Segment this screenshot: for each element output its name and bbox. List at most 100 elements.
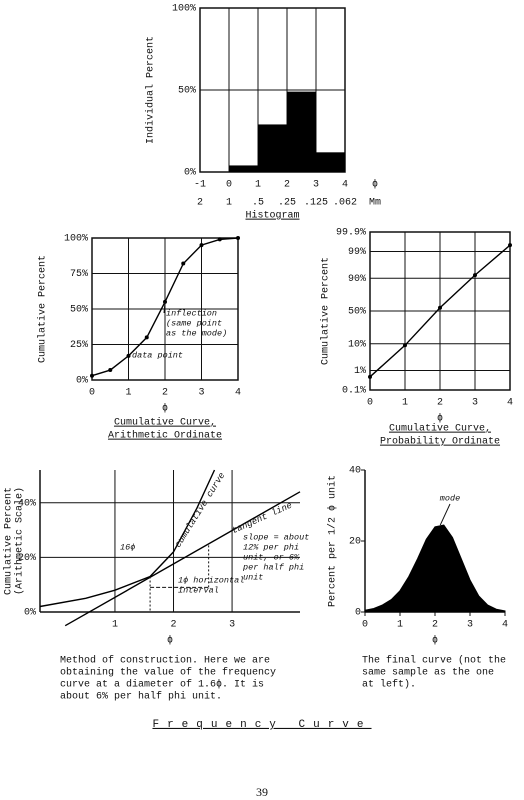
annotation-arrow (163, 301, 166, 314)
annotation: 1ϕ horizontal (178, 575, 244, 585)
x-tick-label: 2 (284, 180, 290, 191)
x-axis-label: ϕ (437, 413, 443, 425)
y-tick-label: 75% (70, 269, 88, 280)
x-axis-label: ϕ (167, 635, 173, 647)
x-tick-label: 4 (507, 398, 513, 409)
y-tick-label: 0% (24, 608, 36, 619)
page-number: 39 (256, 785, 268, 799)
bar (316, 152, 345, 172)
x-tick-label: 3 (472, 398, 478, 409)
annotation: interval (178, 585, 219, 595)
data-point (473, 273, 477, 278)
annotation: per half phi (242, 562, 304, 572)
annotation-arrow (128, 354, 131, 357)
x-tick-label: 1 (125, 388, 131, 399)
chart-title: Histogram (245, 210, 299, 222)
x-tick-label: 2 (432, 620, 438, 631)
y-tick-label: 0 (355, 608, 361, 619)
mm-tick-label: 1 (226, 198, 232, 209)
y-tick-label: 10% (348, 339, 366, 350)
data-point (368, 374, 372, 379)
x-tick-label: 3 (229, 620, 235, 631)
chart-title: Arithmetic Ordinate (108, 430, 222, 442)
data-point (199, 243, 204, 248)
annotation: mode (440, 493, 460, 503)
y-tick-label: 90% (348, 274, 366, 285)
annotation: (same point (166, 318, 222, 328)
x2-axis-label: Mm (369, 198, 381, 209)
data-point (181, 261, 186, 266)
y-tick-label: 0% (184, 168, 196, 179)
x-tick-label: 2 (171, 620, 177, 631)
annotation: unit, or 6% (243, 552, 300, 562)
y-axis-label: (Arithmetic Scale) (14, 487, 26, 595)
x-axis-label: ϕ (162, 403, 168, 415)
mm-tick-label: .5 (252, 198, 264, 209)
y-tick-label: 100% (64, 234, 88, 245)
data-point (508, 243, 512, 248)
section-title: Frequency Curve (152, 719, 371, 731)
data-point (236, 236, 240, 240)
mm-tick-label: .25 (278, 198, 296, 209)
y-tick-label: 50% (70, 305, 88, 316)
x-tick-label: 0 (362, 620, 368, 631)
x-tick-label: 3 (467, 620, 473, 631)
caption: at left). (362, 679, 416, 691)
x-tick-label: 1 (255, 180, 261, 191)
annotation: data point (132, 350, 183, 360)
caption: obtaining the value of the frequency (60, 667, 276, 679)
chart-title: Cumulative Curve, (114, 417, 216, 429)
x-axis-label: ϕ (372, 179, 378, 191)
x-tick-label: -1 (194, 180, 206, 191)
data-point (217, 237, 222, 242)
y-tick-label: 50% (178, 86, 196, 97)
y-tick-label: 0% (76, 376, 88, 387)
series-line (64, 491, 301, 627)
caption: same sample as the one (362, 667, 494, 679)
y-axis-label: Individual Percent (145, 36, 157, 144)
x-tick-label: 0 (89, 388, 95, 399)
x-tick-label: 4 (342, 180, 348, 191)
y-axis-label: Cumulative Percent (320, 257, 332, 365)
mm-tick-label: .062 (333, 198, 357, 209)
annotation: 12% per phi (243, 542, 299, 552)
x-tick-label: 1 (402, 398, 408, 409)
y-tick-label: 1% (354, 366, 366, 377)
caption: about 6% per half phi unit. (60, 691, 222, 703)
series-label: tangent line (231, 501, 294, 536)
annotation: unit (243, 572, 263, 582)
mm-tick-label: .125 (304, 198, 328, 209)
caption: curve at a diameter of 1.6ϕ. It is (60, 679, 264, 691)
x-tick-label: 4 (502, 620, 508, 631)
annotation: as the mode) (166, 328, 227, 338)
y-tick-label: 99.9% (336, 228, 366, 239)
y-tick-label: 0.1% (342, 386, 366, 397)
y-tick-label: 40 (349, 466, 361, 477)
data-point (144, 335, 149, 340)
annotation: slope = about (243, 532, 309, 542)
data-point (438, 305, 442, 310)
y-tick-label: 40% (18, 498, 36, 509)
x-tick-label: 3 (198, 388, 204, 399)
annotation-arrow (439, 503, 451, 526)
y-tick-label: 25% (70, 340, 88, 351)
y-axis-label: Cumulative Percent (3, 487, 15, 595)
y-tick-label: 50% (348, 307, 366, 318)
x-tick-label: 2 (437, 398, 443, 409)
x-tick-label: 1 (112, 620, 118, 631)
y-tick-label: 100% (172, 4, 196, 15)
data-point (108, 368, 113, 373)
x-tick-label: 0 (367, 398, 373, 409)
y-tick-label: 20 (349, 537, 361, 548)
x-tick-label: 4 (235, 388, 241, 399)
bar (258, 124, 287, 172)
chart-title: Probability Ordinate (380, 436, 500, 448)
x-tick-label: 0 (226, 180, 232, 191)
mm-tick-label: 2 (197, 198, 203, 209)
y-tick-label: 20% (18, 553, 36, 564)
annotation: inflection (166, 308, 217, 318)
x-tick-label: 3 (313, 180, 319, 191)
data-point (403, 343, 407, 348)
bar (229, 165, 258, 172)
x-tick-label: 2 (162, 388, 168, 399)
